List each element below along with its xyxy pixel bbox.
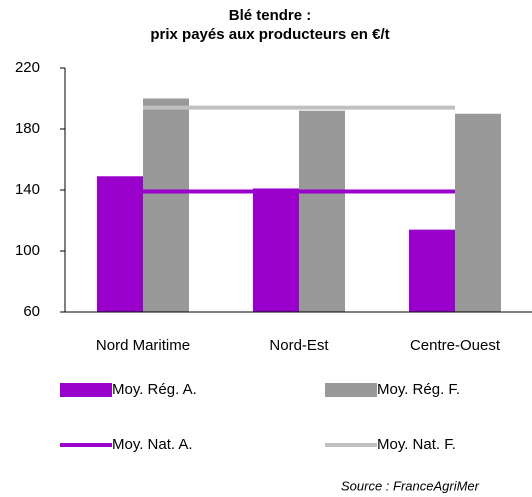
legend-label: Moy. Nat. F. — [377, 436, 456, 453]
bar — [143, 98, 189, 312]
legend-label: Moy. Rég. F. — [377, 381, 460, 398]
x-tick-label: Nord Maritime — [96, 337, 190, 354]
bar — [299, 110, 345, 312]
x-tick-label: Centre-Ouest — [410, 337, 501, 354]
y-tick-label: 140 — [15, 181, 40, 198]
source: Source : FranceAgriMer — [341, 478, 480, 493]
x-tick-label: Nord-Est — [269, 337, 329, 354]
legend-swatch — [325, 383, 377, 397]
y-tick-label: 100 — [15, 242, 40, 259]
y-tick-label: 220 — [15, 59, 40, 76]
chart-title: prix payés aux producteurs en €/t — [150, 26, 389, 43]
y-tick-label: 180 — [15, 120, 40, 137]
bar — [455, 113, 501, 312]
chart-title: Blé tendre : — [229, 7, 312, 24]
legend-swatch — [60, 383, 112, 397]
legend-label: Moy. Nat. A. — [112, 436, 193, 453]
bar — [409, 229, 455, 312]
y-tick-label: 60 — [23, 303, 40, 320]
legend-label: Moy. Rég. A. — [112, 381, 197, 398]
bar — [253, 188, 299, 312]
bar — [97, 176, 143, 312]
